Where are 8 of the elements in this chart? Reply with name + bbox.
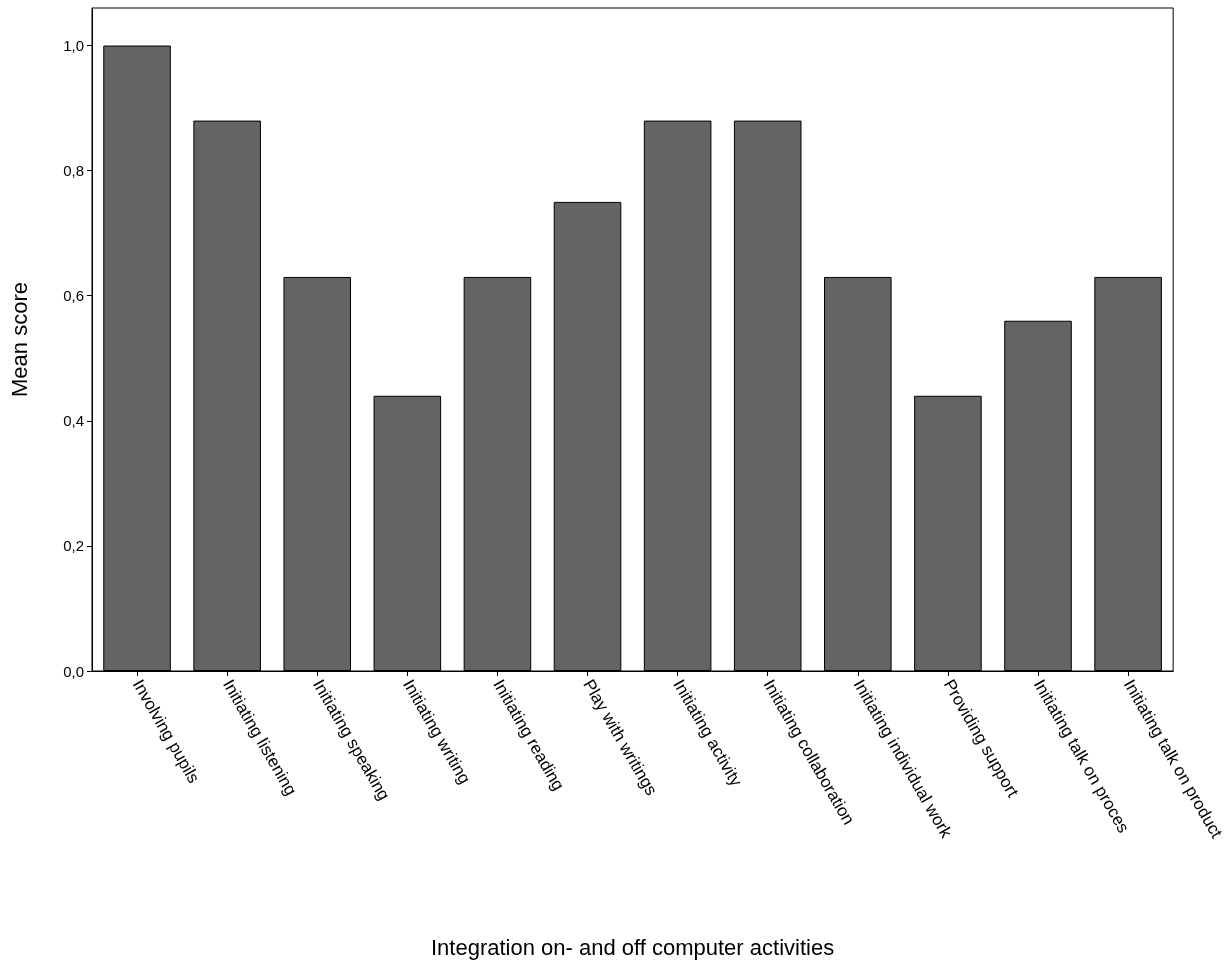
y-axis-title: Mean score — [6, 282, 32, 397]
y-tick-label: 0,8 — [63, 162, 84, 180]
y-tick-label: 0,6 — [63, 287, 84, 305]
y-tick-label: 0,0 — [63, 662, 84, 680]
x-axis-title: Integration on- and off computer activities — [431, 934, 835, 960]
y-tick-label: 1,0 — [63, 37, 84, 55]
y-tick-label: 0,2 — [63, 537, 84, 555]
y-tick-label: 0,4 — [63, 412, 84, 430]
